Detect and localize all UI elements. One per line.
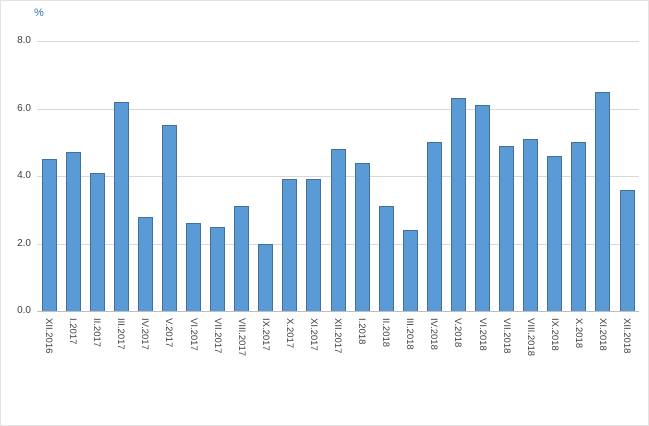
bar: [354, 162, 370, 311]
y-tick-label: 6.0: [17, 103, 31, 114]
x-tick-label: XI.2017: [307, 318, 319, 351]
bar: [450, 98, 466, 311]
x-tick-label: I.2018: [356, 318, 368, 345]
bar: [571, 142, 587, 312]
bar: [161, 125, 177, 311]
gridline: [37, 109, 639, 110]
y-tick-label: 0.0: [17, 305, 31, 316]
x-tick-label: I.2017: [67, 318, 79, 345]
x-tick-label: IX.2018: [548, 318, 560, 351]
bar: [282, 179, 298, 311]
x-tick-label: XII.2018: [621, 318, 632, 354]
x-tick-label: VII.2017: [211, 318, 223, 354]
bar: [619, 189, 635, 311]
bar: [547, 155, 563, 312]
y-tick-label: 8.0: [17, 35, 31, 46]
x-tick-label: II.2017: [91, 318, 103, 348]
x-tick-label: III.2018: [404, 318, 416, 350]
bar: [475, 105, 490, 311]
bar: [65, 152, 81, 311]
y-tick-label: 2.0: [17, 238, 31, 249]
x-tick-label: VII.2018: [500, 318, 512, 354]
bar: [330, 149, 346, 311]
x-tick-label: X.2017: [283, 318, 295, 349]
x-tick-label: VI.2017: [187, 318, 199, 351]
gridline: [37, 41, 639, 42]
bar: [306, 179, 322, 311]
bar: [523, 138, 539, 311]
x-tick-label: IX.2017: [259, 318, 271, 351]
y-axis-unit-label: %: [34, 7, 44, 19]
x-tick-label: VI.2018: [476, 318, 488, 351]
x-tick-label: XII.2017: [332, 318, 343, 354]
bar: [89, 172, 105, 311]
bar: [234, 206, 250, 311]
bar: [499, 145, 515, 311]
x-tick-label: V.2017: [163, 318, 175, 348]
x-tick-label: XI.2018: [596, 318, 608, 351]
x-tick-label: IV.2018: [428, 318, 440, 350]
x-tick-label: V.2018: [452, 318, 464, 348]
bar: [402, 230, 418, 311]
bar: [426, 142, 442, 312]
bar: [137, 216, 153, 311]
x-tick-label: IV.2017: [139, 318, 151, 350]
bar: [258, 243, 274, 311]
x-tick-label: VIII.2018: [524, 318, 536, 357]
bar: [595, 91, 611, 311]
bar: [378, 206, 394, 311]
x-axis-line: [37, 311, 639, 312]
bar: [41, 159, 57, 311]
bar: [210, 226, 226, 311]
x-tick-label: X.2018: [572, 318, 584, 349]
x-tick-label: XII.2016: [43, 318, 54, 354]
bar: [113, 101, 129, 312]
x-tick-label: III.2017: [115, 318, 127, 350]
x-tick-label: VIII.2017: [235, 318, 247, 357]
y-tick-label: 4.0: [17, 170, 31, 181]
x-tick-label: II.2018: [380, 318, 392, 348]
bar: [186, 223, 201, 312]
